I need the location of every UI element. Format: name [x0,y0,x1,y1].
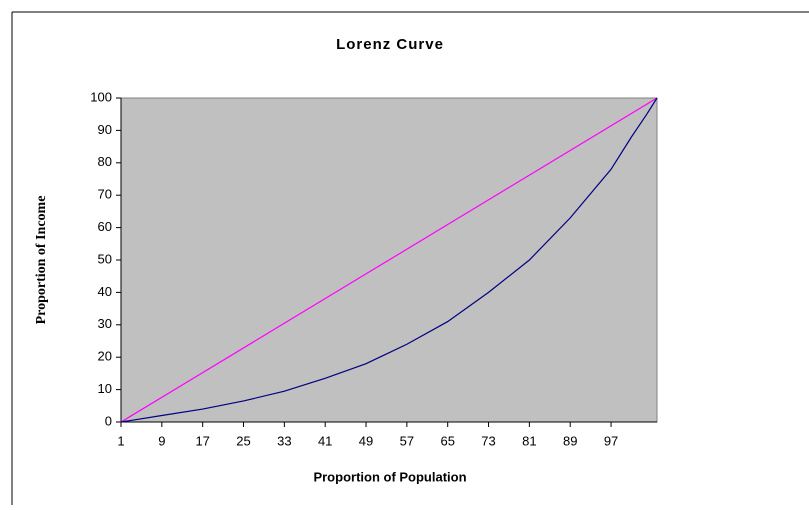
y-tick-label: 60 [98,219,112,234]
x-tick-label: 1 [117,433,124,448]
x-tick-label: 81 [522,433,536,448]
y-tick-label: 90 [98,122,112,137]
x-tick-label: 41 [318,433,332,448]
y-tick-label: 40 [98,284,112,299]
y-tick-label: 70 [98,187,112,202]
x-tick-label: 73 [481,433,495,448]
y-tick-label: 80 [98,154,112,169]
y-tick-label: 0 [105,413,112,428]
y-tick-label: 30 [98,316,112,331]
y-tick-label: 20 [98,349,112,364]
x-tick-label: 9 [158,433,165,448]
x-tick-label: 89 [563,433,577,448]
x-tick-label: 65 [440,433,454,448]
x-tick-label: 25 [236,433,250,448]
x-tick-label: 97 [604,433,618,448]
y-tick-label: 10 [98,381,112,396]
y-tick-label: 100 [90,89,112,104]
series-line [120,97,658,423]
x-tick-label: 49 [359,433,373,448]
chart-title: Lorenz Curve [336,36,444,53]
x-tick-label: 57 [400,433,414,448]
x-tick-label: 33 [277,433,291,448]
y-tick-label: 50 [98,251,112,266]
x-axis-label: Proportion of Population [313,469,466,484]
series-line [120,97,658,423]
y-axis-label: Proportion of Income [34,196,49,325]
x-tick-label: 17 [195,433,209,448]
